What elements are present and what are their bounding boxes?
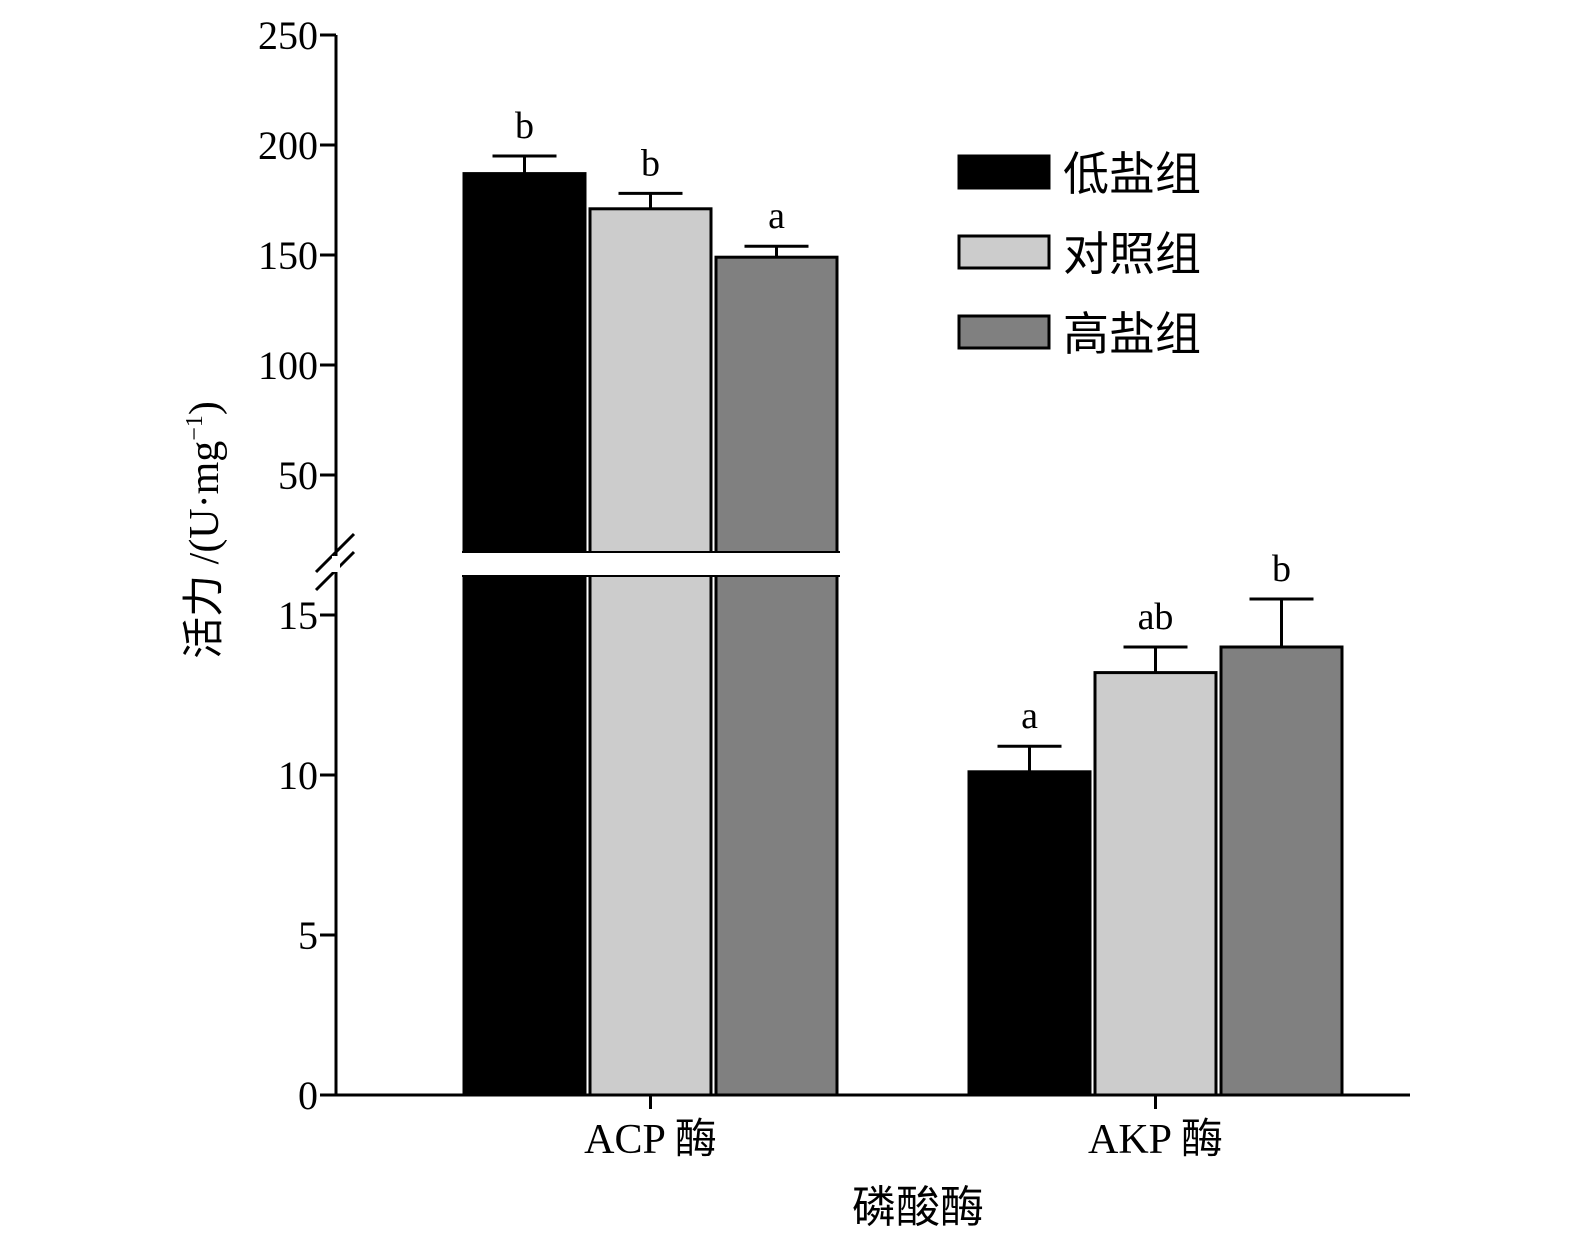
- y-tick-label: 0: [298, 1073, 318, 1118]
- y-tick-label: 250: [258, 13, 318, 58]
- y-tick-label: 100: [258, 343, 318, 388]
- significance-label: b: [1272, 548, 1291, 590]
- legend-label: 高盐组: [1063, 309, 1201, 360]
- legend-swatch: [957, 314, 1051, 350]
- bar: [462, 172, 587, 1097]
- significance-label: b: [515, 105, 534, 147]
- y-tick-label: 15: [278, 593, 318, 638]
- axis-break: [314, 532, 850, 592]
- bar: [1093, 671, 1218, 1097]
- y-tick-label: 10: [278, 753, 318, 798]
- legend-swatch: [957, 154, 1051, 190]
- break-slash: [314, 532, 356, 574]
- significance-label: ab: [1138, 596, 1174, 638]
- legend-label: 对照组: [1063, 229, 1201, 280]
- bar: [967, 770, 1092, 1097]
- legend-swatch: [957, 234, 1051, 270]
- legend-label: 低盐组: [1063, 149, 1201, 200]
- significance-label: a: [768, 195, 785, 237]
- x-tick-label: AKP 酶: [1088, 1117, 1223, 1163]
- significance-label: b: [641, 142, 660, 184]
- break-axis-gap: [332, 556, 340, 572]
- y-axis-title: 活力 /(U·mg−1): [182, 401, 228, 659]
- break-band: [455, 552, 850, 576]
- bar: [588, 207, 713, 1097]
- bars: [462, 172, 1344, 1097]
- y-tick-label: 200: [258, 123, 318, 168]
- x-axis-title: 磷酸酶: [852, 1183, 984, 1232]
- axes: 0 5 10 15 50 100 150 200 250 ACP 酶 AKP 酶: [258, 13, 1410, 1163]
- significance-label: a: [1021, 695, 1038, 737]
- y-tick-label: 5: [298, 913, 318, 958]
- error-bars: [492, 154, 1314, 772]
- y-tick-label: 50: [278, 453, 318, 498]
- bar: [1219, 645, 1344, 1097]
- y-tick-label: 150: [258, 233, 318, 278]
- x-tick-label: ACP 酶: [584, 1117, 717, 1163]
- bar: [714, 255, 839, 1097]
